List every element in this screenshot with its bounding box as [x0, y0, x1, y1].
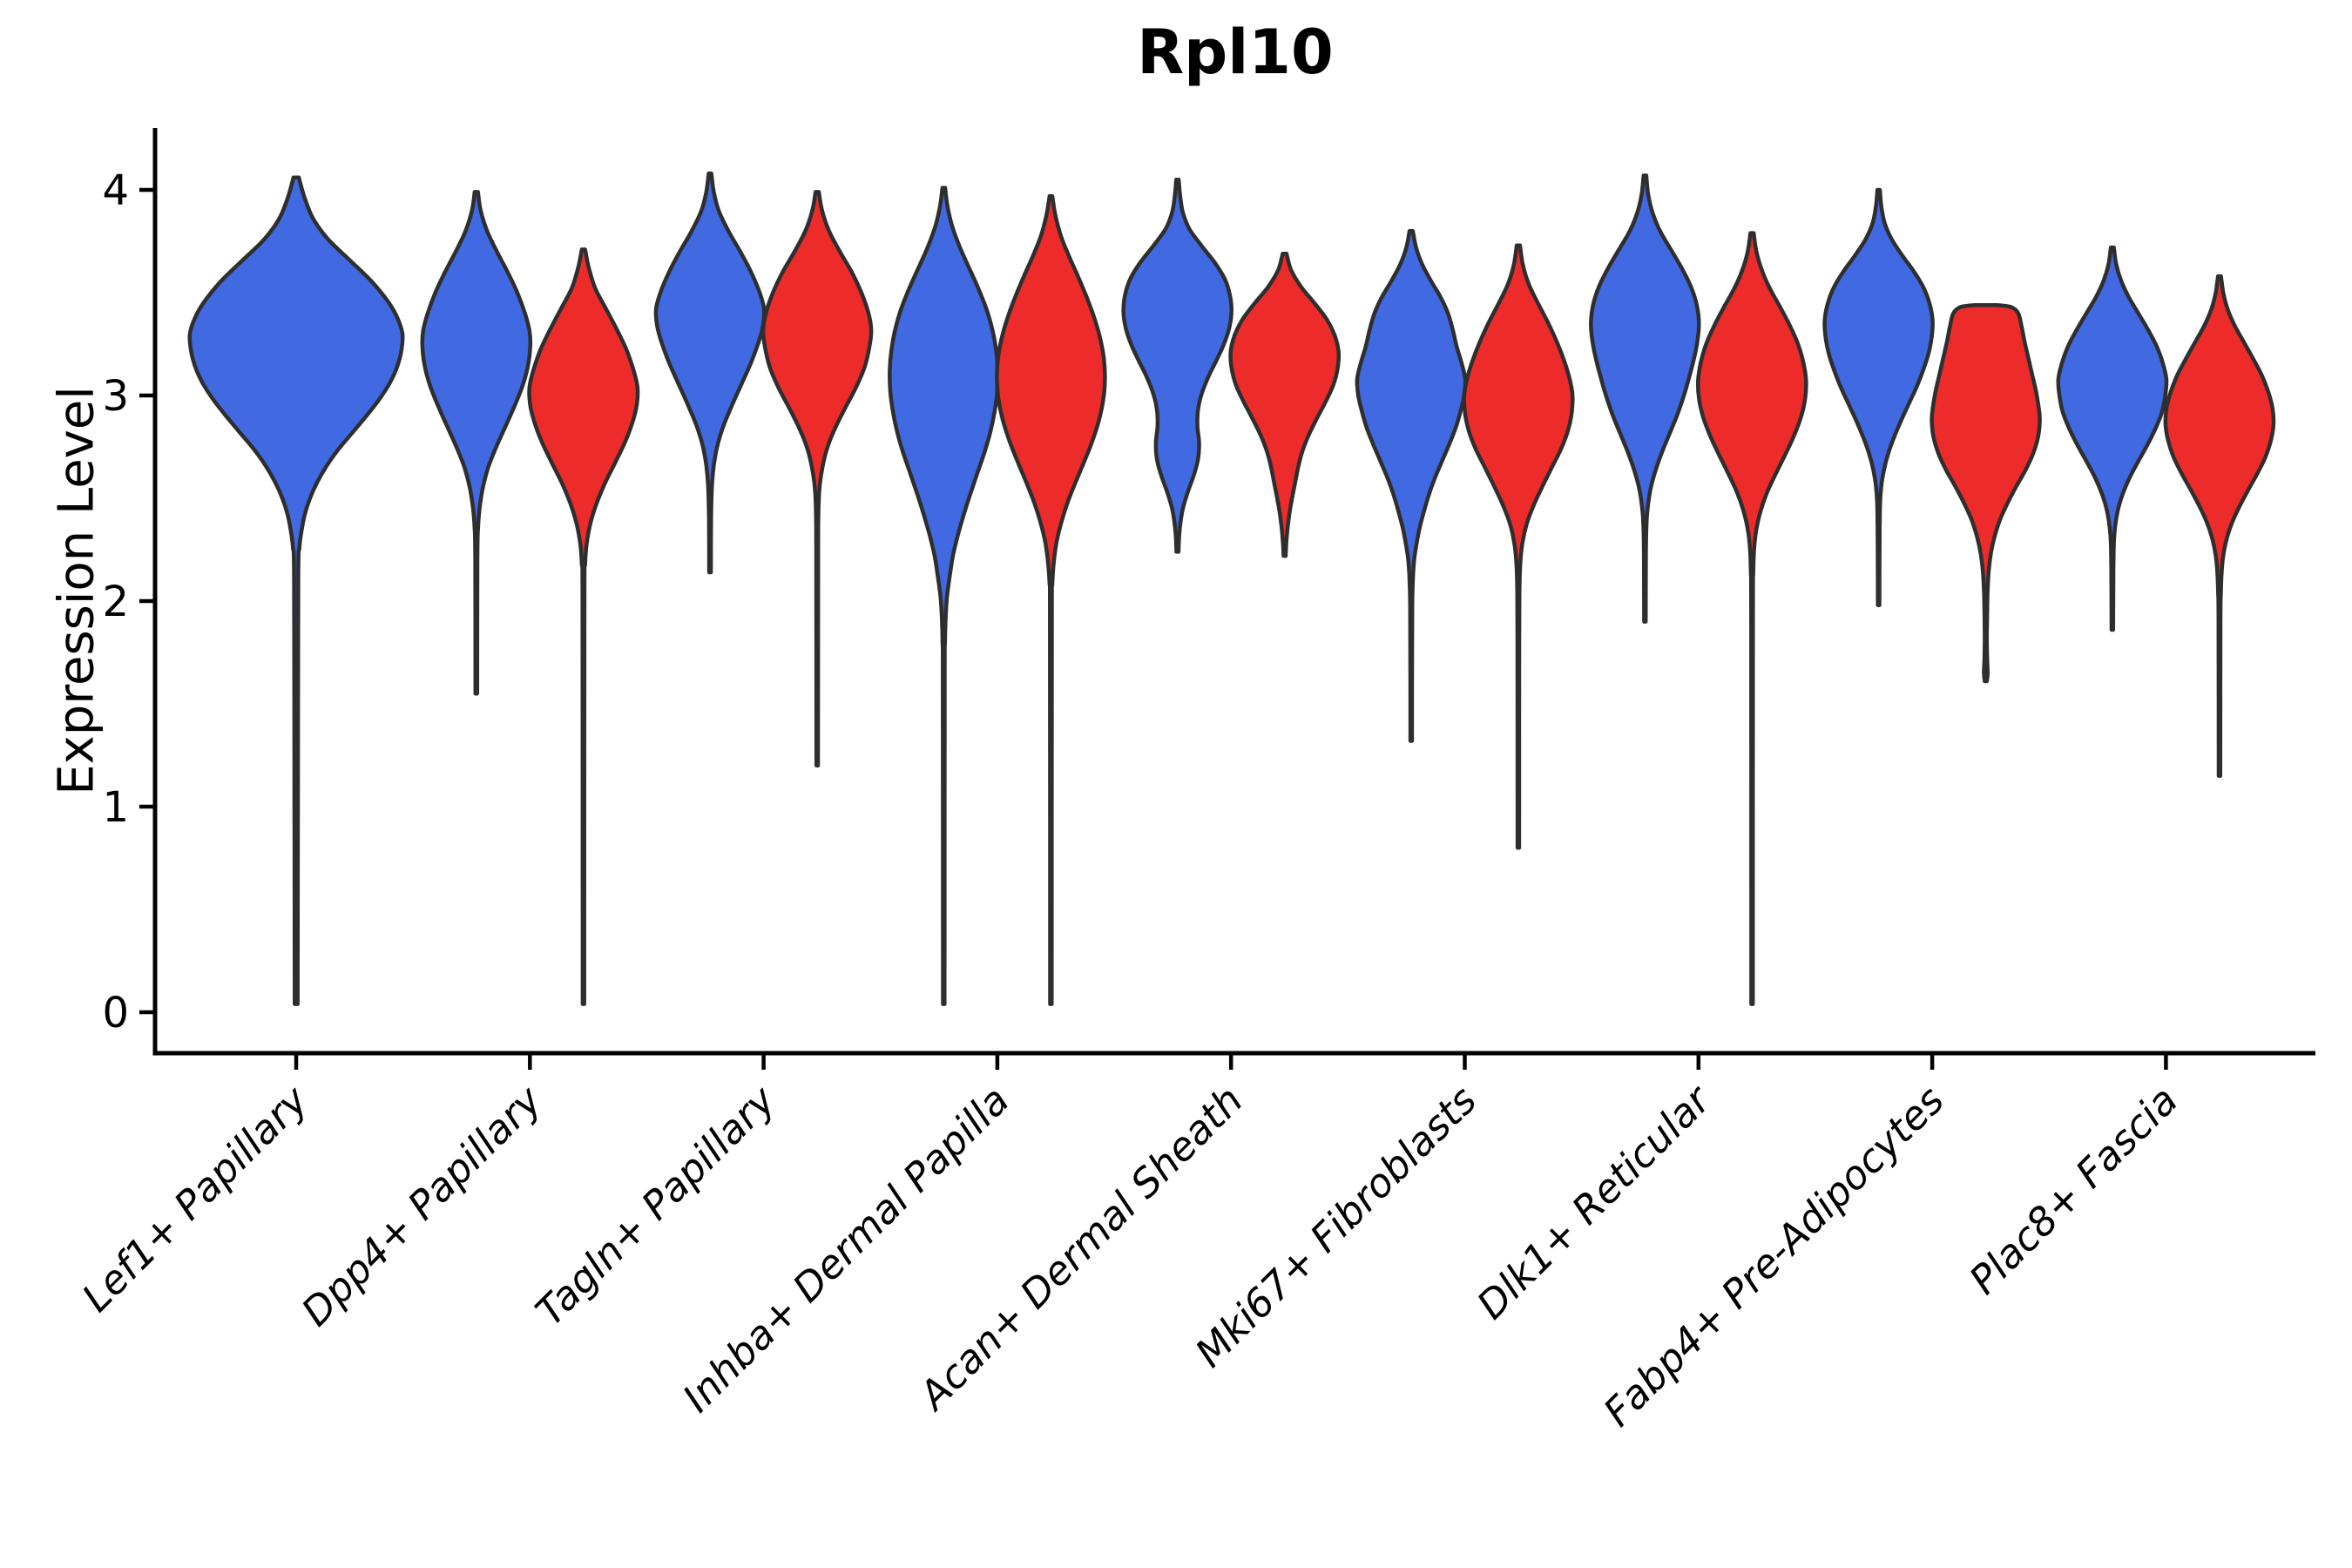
x-tick-label-6: Dlk1+ Reticular [1468, 1076, 1720, 1328]
x-tick-label-2: Tagln+ Papillary [526, 1076, 785, 1335]
violin-dpp4-red [527, 247, 640, 1006]
chart-title: Rpl10 [1137, 17, 1334, 88]
violin-mki67-red [1462, 243, 1575, 850]
x-tick-label-1: Dpp4+ Papillary [293, 1076, 551, 1335]
violin-fabp4-blue [1822, 187, 1935, 607]
y-tick-label-1: 1 [102, 783, 129, 832]
violin-lef1-blue [187, 175, 405, 1006]
violin-plac8-red [2163, 274, 2276, 778]
y-tick-label-4: 4 [102, 166, 129, 215]
y-axis-label: Expression Level [48, 386, 105, 795]
violin-dlk1-red [1695, 231, 1808, 1006]
violin-inhba-blue [888, 186, 1000, 1006]
violin-inhba-red [995, 193, 1107, 1006]
x-tick-label-8: Plac8+ Fascia [1960, 1077, 2186, 1303]
y-tick-label-3: 3 [102, 372, 129, 421]
x-tick-label-0: Lef1+ Papillary [73, 1076, 318, 1321]
violin-tagln-blue [653, 171, 767, 575]
violin-dpp4-blue [420, 190, 533, 696]
violin-mki67-blue [1355, 228, 1468, 743]
y-tick-label-0: 0 [102, 989, 129, 1037]
violin-fabp4-red [1930, 302, 2042, 684]
violin-acan-blue [1121, 177, 1233, 554]
violin-acan-red [1228, 251, 1342, 558]
y-tick-label-2: 2 [102, 578, 129, 626]
violin-dlk1-blue [1589, 173, 1701, 624]
violin-tagln-red [760, 190, 874, 768]
violin-plac8-blue [2056, 245, 2169, 632]
